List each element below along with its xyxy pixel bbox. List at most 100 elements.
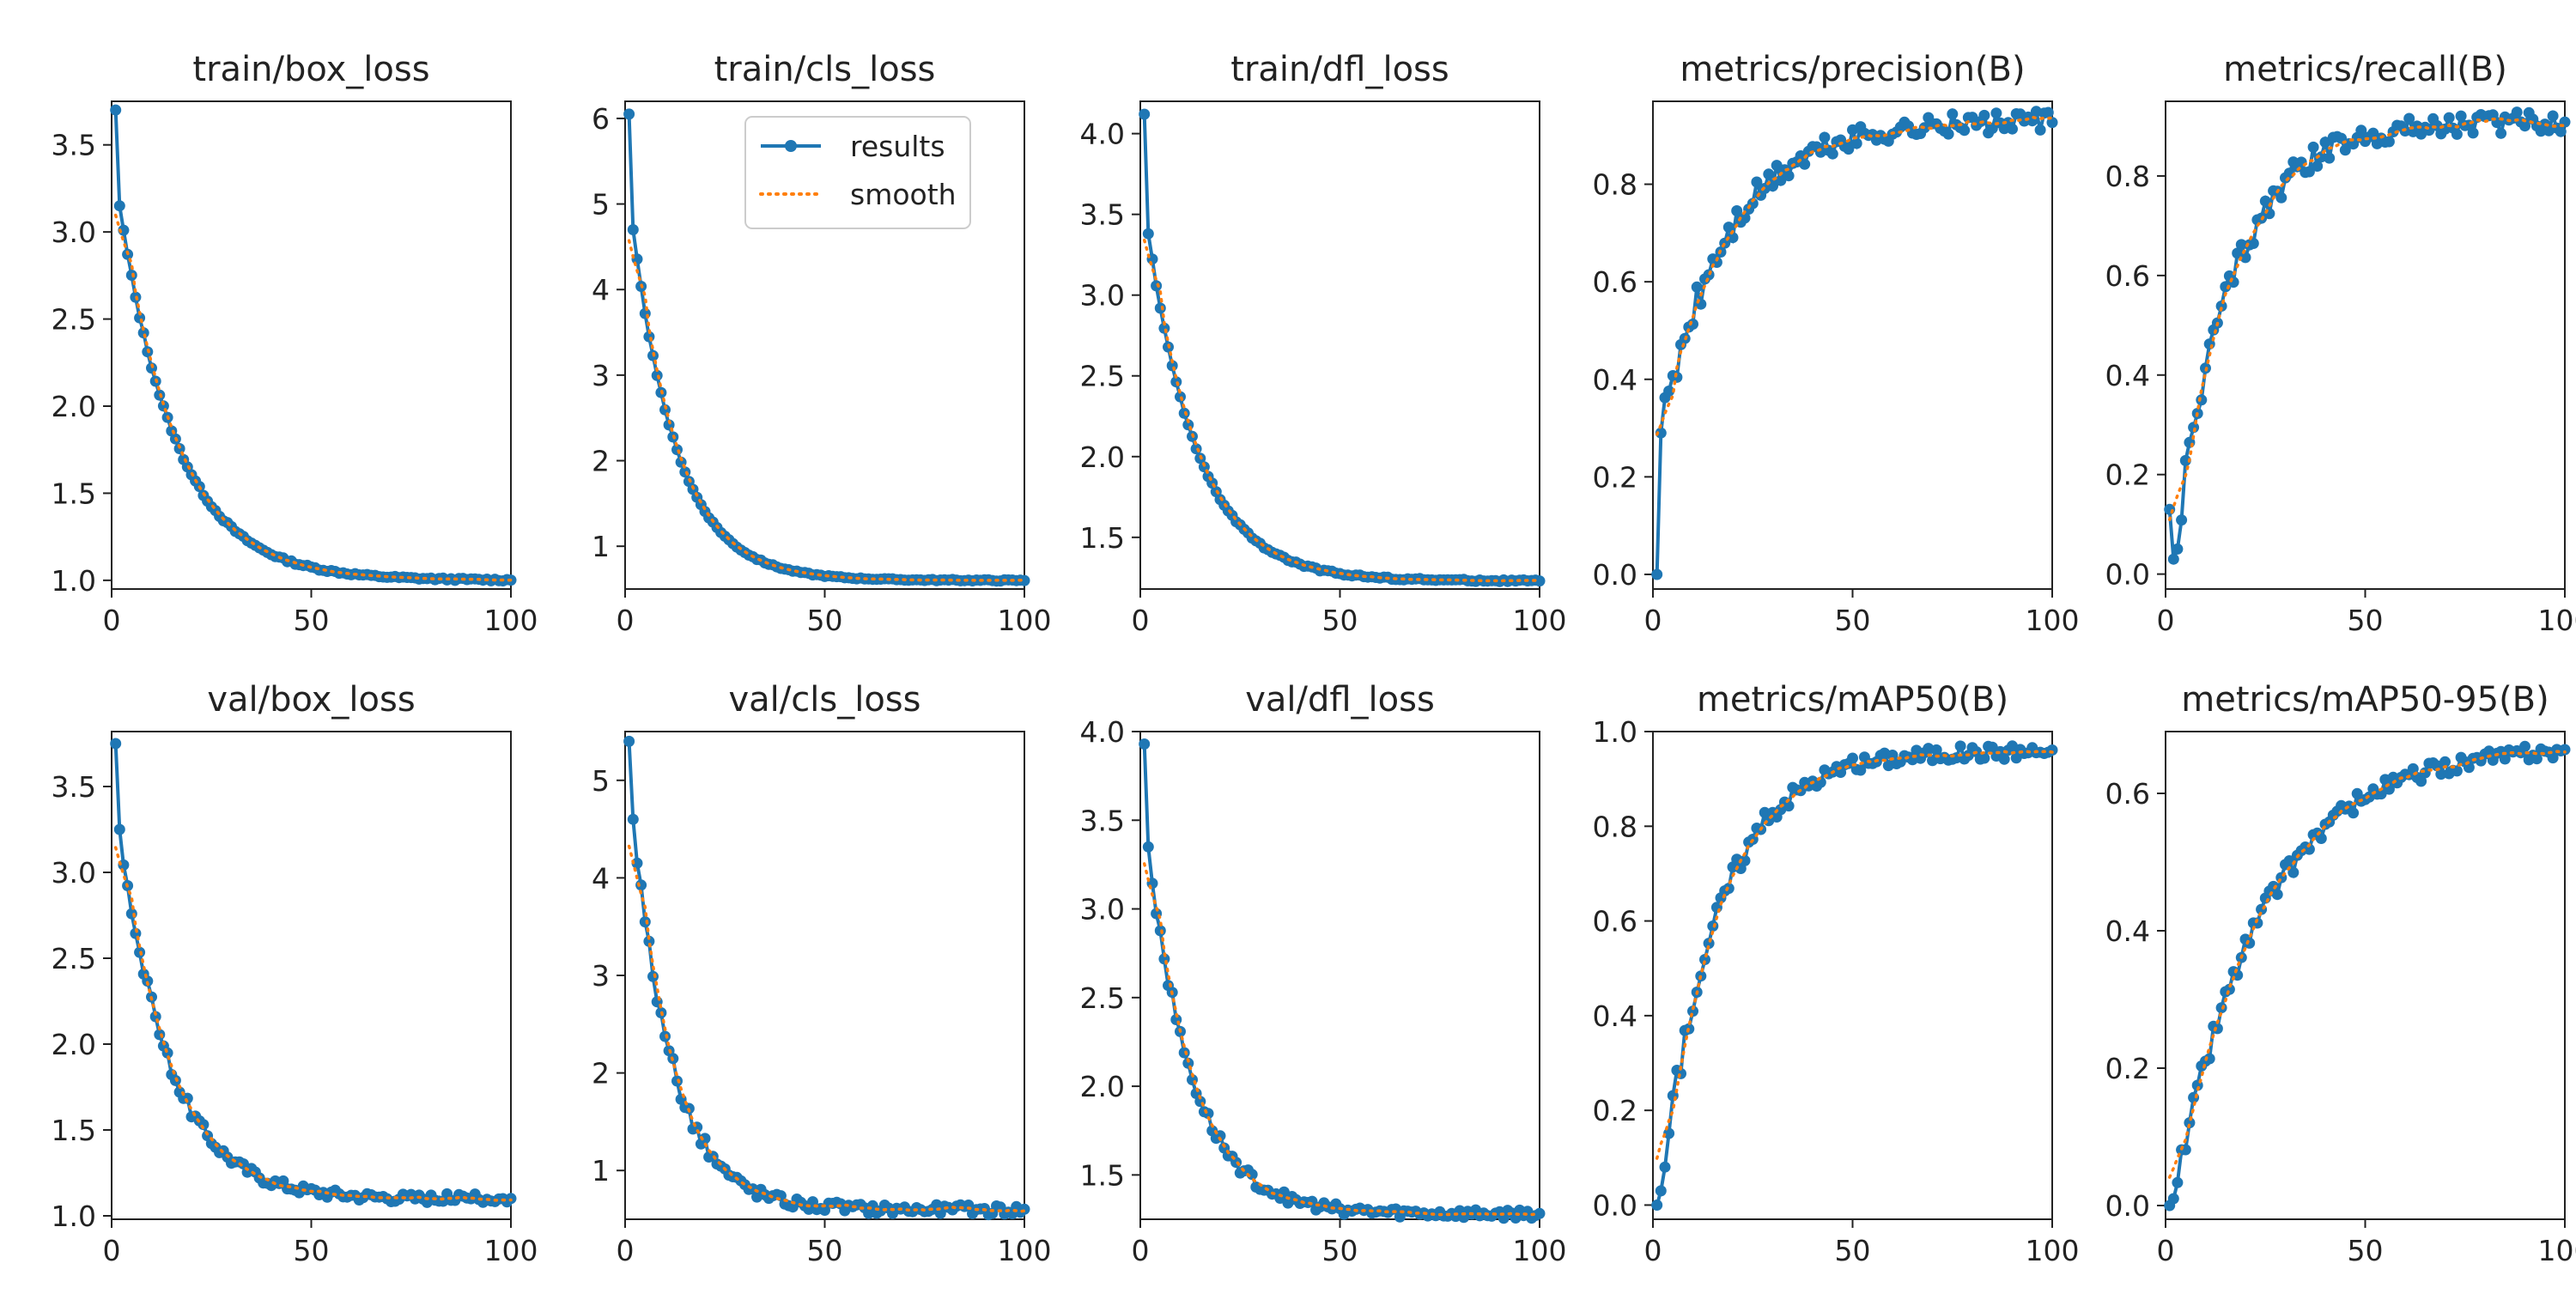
results-point xyxy=(113,823,125,835)
results-point xyxy=(671,1075,683,1087)
results-point xyxy=(2244,937,2256,949)
results-point xyxy=(2519,740,2530,752)
results-point xyxy=(2455,110,2467,122)
x-tick-label: 0 xyxy=(1644,604,1662,637)
results-point xyxy=(1534,575,1546,587)
results-point xyxy=(1727,232,1739,244)
y-tick-label: 6 xyxy=(592,102,610,136)
smooth-line xyxy=(627,844,1026,1213)
results-point xyxy=(2499,753,2511,765)
results-point xyxy=(2275,191,2287,203)
y-tick-label: 0.6 xyxy=(2105,777,2150,811)
results-point xyxy=(1783,800,1795,812)
results-point xyxy=(635,879,647,891)
results-point xyxy=(627,224,639,235)
results-point xyxy=(2211,1023,2223,1035)
y-tick-label: 0.0 xyxy=(1593,558,1637,592)
results-point xyxy=(2259,195,2271,207)
x-tick-label: 100 xyxy=(1513,1234,1567,1267)
results-point xyxy=(2287,866,2300,878)
y-tick-label: 0.4 xyxy=(1593,363,1637,397)
y-tick-label: 3 xyxy=(592,359,610,392)
results-point xyxy=(1739,212,1751,224)
x-tick-label: 0 xyxy=(1132,604,1150,637)
y-tick-label: 3.0 xyxy=(1080,279,1125,313)
results-point xyxy=(631,857,643,869)
results-point xyxy=(1671,371,1683,383)
y-tick-label: 1.0 xyxy=(52,1200,96,1233)
x-tick-label: 0 xyxy=(103,1234,121,1267)
results-point xyxy=(181,1092,193,1104)
results-point xyxy=(2367,127,2379,139)
results-point xyxy=(1990,107,2002,119)
results-point xyxy=(647,970,659,982)
y-tick-label: 0.4 xyxy=(2105,914,2150,948)
results-point xyxy=(1151,280,1163,292)
results-point xyxy=(2415,775,2427,787)
subplot-val-dfl-loss: val/dfl_loss 0 50 100 1.5 2.0 2.5 3.0 3.5 4.0 xyxy=(1080,680,1567,1267)
y-tick-label: 2 xyxy=(592,445,610,478)
results-point xyxy=(1731,205,1743,216)
subplot-title: metrics/mAP50-95(B) xyxy=(2181,680,2549,720)
y-tick-label: 5 xyxy=(592,764,610,798)
results-point xyxy=(2046,744,2058,756)
results-point xyxy=(125,270,137,281)
subplot-title: train/dfl_loss xyxy=(1230,50,1449,89)
y-tick-label: 3.5 xyxy=(52,129,96,162)
x-tick-label: 50 xyxy=(807,604,843,637)
y-tick-label: 0.2 xyxy=(2105,459,2150,492)
results-point xyxy=(1699,954,1710,965)
results-point xyxy=(1954,740,1966,752)
results-point xyxy=(1843,143,1855,155)
results-point xyxy=(1142,228,1154,240)
results-point xyxy=(2251,917,2263,929)
y-tick-label: 0.0 xyxy=(2105,1189,2150,1223)
results-point xyxy=(2247,238,2259,249)
results-point xyxy=(1819,131,1831,143)
results-point xyxy=(2172,1176,2184,1188)
subplot-metrics-map50-b-: metrics/mAP50(B) 0 50 100 0.0 0.2 0.4 0.6 0.8 1.0 xyxy=(1593,680,2080,1267)
legend-results-marker xyxy=(785,140,797,152)
results-point xyxy=(137,327,149,339)
x-tick-label: 50 xyxy=(1322,1234,1358,1267)
results-point xyxy=(1942,128,1954,140)
subplot-val-box-loss: val/box_loss 0 50 100 1.0 1.5 2.0 2.5 3.0 3.5 xyxy=(52,680,538,1267)
x-tick-label: 100 xyxy=(998,604,1052,637)
results-point xyxy=(1998,753,2010,765)
x-tick-label: 50 xyxy=(294,1234,330,1267)
subplot-metrics-precision-b-: metrics/precision(B) 0 50 100 0.0 0.2 0.4 0.6 0.… xyxy=(1593,50,2080,637)
results-point xyxy=(2355,125,2367,137)
y-tick-label: 0.6 xyxy=(1593,265,1637,299)
y-tick-label: 0.2 xyxy=(2105,1052,2150,1085)
x-tick-label: 0 xyxy=(2157,604,2175,637)
results-point xyxy=(2519,120,2530,132)
results-point xyxy=(1959,125,1971,137)
results-point xyxy=(2439,756,2451,768)
results-point xyxy=(659,1030,671,1042)
y-tick-label: 0.8 xyxy=(2105,160,2150,193)
results-point xyxy=(627,813,639,825)
results-point xyxy=(2007,123,2018,135)
results-point xyxy=(2203,1053,2215,1065)
y-tick-label: 4.0 xyxy=(1080,715,1125,749)
results-point xyxy=(1139,108,1151,120)
results-point xyxy=(1886,750,1899,761)
results-point xyxy=(1799,158,1811,170)
results-point xyxy=(2467,127,2479,139)
x-tick-label: 100 xyxy=(2538,1234,2576,1267)
y-tick-label: 1.5 xyxy=(1080,521,1125,555)
y-tick-label: 1.5 xyxy=(1080,1158,1125,1192)
x-tick-label: 0 xyxy=(1132,1234,1150,1267)
subplot-title: val/dfl_loss xyxy=(1245,680,1435,720)
results-point xyxy=(2176,514,2188,526)
results-point xyxy=(2547,110,2559,122)
smooth-line xyxy=(1655,750,2054,1160)
results-point xyxy=(2172,543,2184,555)
results-point xyxy=(2435,768,2447,781)
y-tick-label: 5 xyxy=(592,188,610,222)
x-tick-label: 100 xyxy=(484,1234,538,1267)
results-point xyxy=(113,200,125,212)
x-tick-label: 100 xyxy=(2026,1234,2080,1267)
results-point xyxy=(1826,148,1838,160)
smooth-line xyxy=(2167,117,2567,521)
